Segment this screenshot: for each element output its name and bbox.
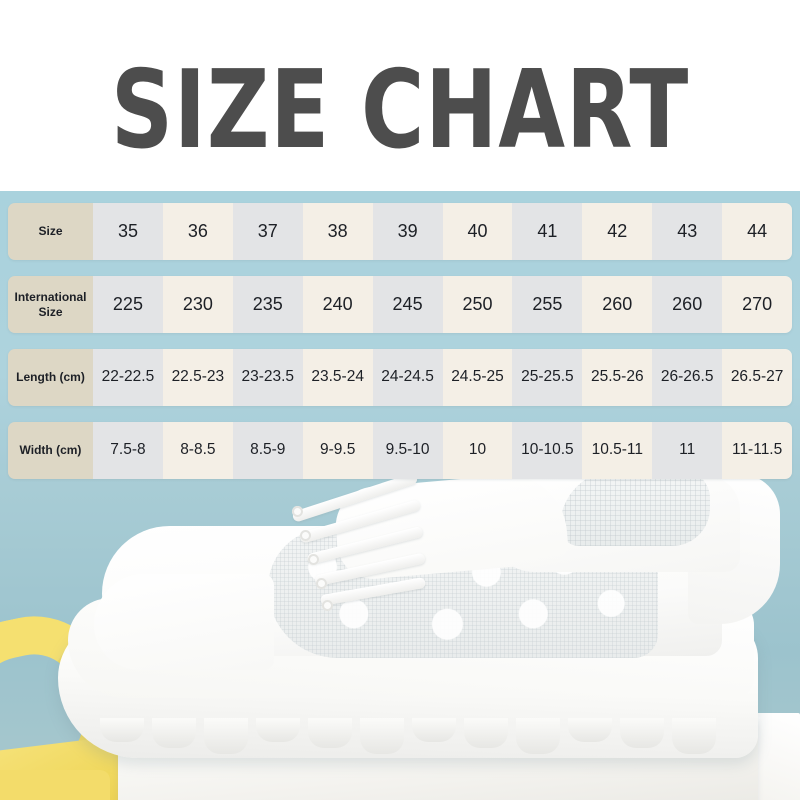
table-cell: 26.5-27: [722, 349, 792, 406]
table-cell: 26-26.5: [652, 349, 723, 406]
table-cell: 44: [722, 203, 792, 260]
table-row: International Size 225 230 235 240 245 250 255 2…: [8, 276, 792, 333]
table-cell: 35: [93, 203, 163, 260]
row-label: International Size: [8, 276, 93, 333]
lace-eyelet: [316, 578, 327, 589]
white-sneaker: [40, 470, 780, 770]
row-label: Size: [8, 203, 93, 260]
tread-lug: [516, 718, 560, 754]
table-cell: 11: [652, 422, 723, 479]
table-cell: 37: [232, 203, 303, 260]
table-cell: 240: [302, 276, 373, 333]
tread-lug: [308, 718, 352, 748]
table-cell: 270: [722, 276, 792, 333]
table-cell: 8-8.5: [162, 422, 233, 479]
sneaker-toe-cap: [94, 574, 274, 670]
yellow-shoe-sole-lower: [0, 770, 110, 800]
table-cell: 245: [372, 276, 443, 333]
tread-lug: [412, 718, 456, 742]
table-cell: 24.5-25: [442, 349, 513, 406]
table-cell: 250: [442, 276, 513, 333]
table-cell: 9.5-10: [372, 422, 443, 479]
table-cell: 8.5-9: [232, 422, 303, 479]
page-title: SIZE CHART: [110, 48, 690, 173]
tread-lug: [360, 718, 404, 754]
table-cell: 23.5-24: [302, 349, 373, 406]
table-cell: 230: [162, 276, 233, 333]
row-label: Width (cm): [8, 422, 93, 479]
table-cell: 10: [442, 422, 513, 479]
background-top: [0, 0, 800, 191]
row-label: Length (cm): [8, 349, 93, 406]
sneaker-laces: [290, 472, 580, 611]
table-cell: 11-11.5: [722, 422, 792, 479]
table-row: Length (cm) 22-22.5 22.5-23 23-23.5 23.5-24 2…: [8, 349, 792, 406]
tread-lug: [152, 718, 196, 748]
table-cell: 36: [162, 203, 233, 260]
table-cell: 25-25.5: [512, 349, 583, 406]
table-row: Size 35 36 37 38 39 40 41 42 43 44: [8, 203, 792, 260]
table-cell: 23-23.5: [232, 349, 303, 406]
table-cell: 22.5-23: [162, 349, 233, 406]
table-cell: 25.5-26: [582, 349, 653, 406]
table-cell: 40: [442, 203, 513, 260]
table-cell: 235: [232, 276, 303, 333]
table-cell: 9-9.5: [302, 422, 373, 479]
table-cell: 43: [652, 203, 723, 260]
table-cell: 22-22.5: [93, 349, 163, 406]
table-cell: 10-10.5: [512, 422, 583, 479]
table-cell: 255: [512, 276, 583, 333]
product-photo: [0, 470, 800, 800]
sneaker-tread: [100, 718, 730, 754]
table-cell: 260: [582, 276, 653, 333]
table-cell: 225: [93, 276, 163, 333]
sneaker-collar-mesh: [560, 470, 710, 546]
table-cell: 38: [302, 203, 373, 260]
lace-eyelet: [300, 530, 311, 541]
table-cell: 24-24.5: [372, 349, 443, 406]
table-cell: 10.5-11: [582, 422, 653, 479]
lace-eyelet: [322, 600, 333, 611]
table-cell: 41: [512, 203, 583, 260]
table-cell: 7.5-8: [93, 422, 163, 479]
tread-lug: [568, 718, 612, 742]
tread-lug: [256, 718, 300, 742]
tread-lug: [672, 718, 716, 754]
tread-lug: [464, 718, 508, 748]
table-cell: 39: [372, 203, 443, 260]
table-row: Width (cm) 7.5-8 8-8.5 8.5-9 9-9.5 9.5-10 10 10…: [8, 422, 792, 479]
lace-eyelet: [292, 506, 303, 517]
lace-eyelet: [308, 554, 319, 565]
table-cell: 42: [582, 203, 653, 260]
tread-lug: [620, 718, 664, 748]
table-cell: 260: [652, 276, 723, 333]
tread-lug: [204, 718, 248, 754]
size-chart-table: Size 35 36 37 38 39 40 41 42 43 44 International Si…: [8, 203, 792, 479]
tread-lug: [100, 718, 144, 742]
